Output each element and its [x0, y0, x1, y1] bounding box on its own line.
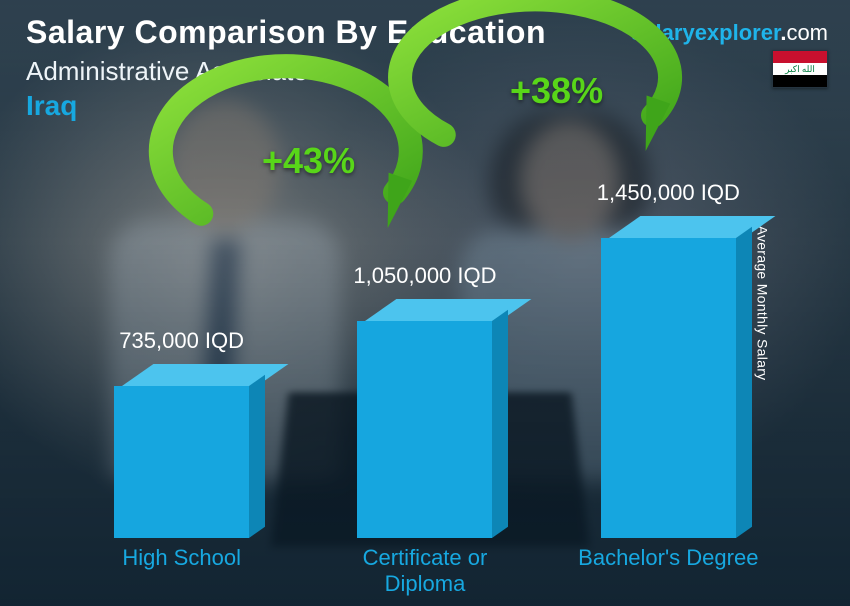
bar-value-label: 1,050,000 IQD — [295, 263, 555, 289]
bar-side — [736, 227, 752, 538]
x-labels: High School Certificate or Diploma Bachelo… — [60, 539, 790, 596]
chart-title: Salary Comparison By Education — [26, 14, 546, 51]
plot-area: 735,000 IQD1,050,000 IQD1,450,000 IQD — [60, 120, 790, 538]
x-label-2: Bachelor's Degree — [568, 545, 768, 596]
chart-subtitle: Administrative Associate — [26, 56, 308, 87]
brand-tld: com — [786, 20, 828, 45]
bars-container: 735,000 IQD1,050,000 IQD1,450,000 IQD — [60, 120, 790, 538]
x-label-0: High School — [82, 545, 282, 596]
brand-label: salaryexplorer.com — [631, 20, 828, 46]
chart-country: Iraq — [26, 90, 77, 122]
iraq-flag-icon: الله اكبر — [772, 50, 828, 88]
bar-value-label: 1,450,000 IQD — [538, 180, 798, 206]
flag-stripe-bot — [773, 75, 827, 87]
bar-side — [492, 310, 508, 538]
bar-front — [357, 321, 492, 538]
bar-front — [114, 386, 249, 538]
growth-pct-1: +38% — [510, 70, 603, 112]
growth-pct-0: +43% — [262, 140, 355, 182]
flag-stripe-top — [773, 51, 827, 63]
flag-stripe-mid: الله اكبر — [773, 63, 827, 75]
bar-2: 1,450,000 IQD — [568, 238, 768, 538]
bar-0: 735,000 IQD — [82, 386, 282, 538]
brand-main: salaryexplorer — [631, 20, 780, 45]
bar-side — [249, 375, 265, 538]
bar-1: 1,050,000 IQD — [325, 321, 525, 538]
bar-value-label: 735,000 IQD — [52, 328, 312, 354]
x-label-1: Certificate or Diploma — [325, 545, 525, 596]
flag-script: الله اكبر — [785, 64, 815, 75]
chart-stage: Salary Comparison By Education Administr… — [0, 0, 850, 606]
bar-front — [601, 238, 736, 538]
